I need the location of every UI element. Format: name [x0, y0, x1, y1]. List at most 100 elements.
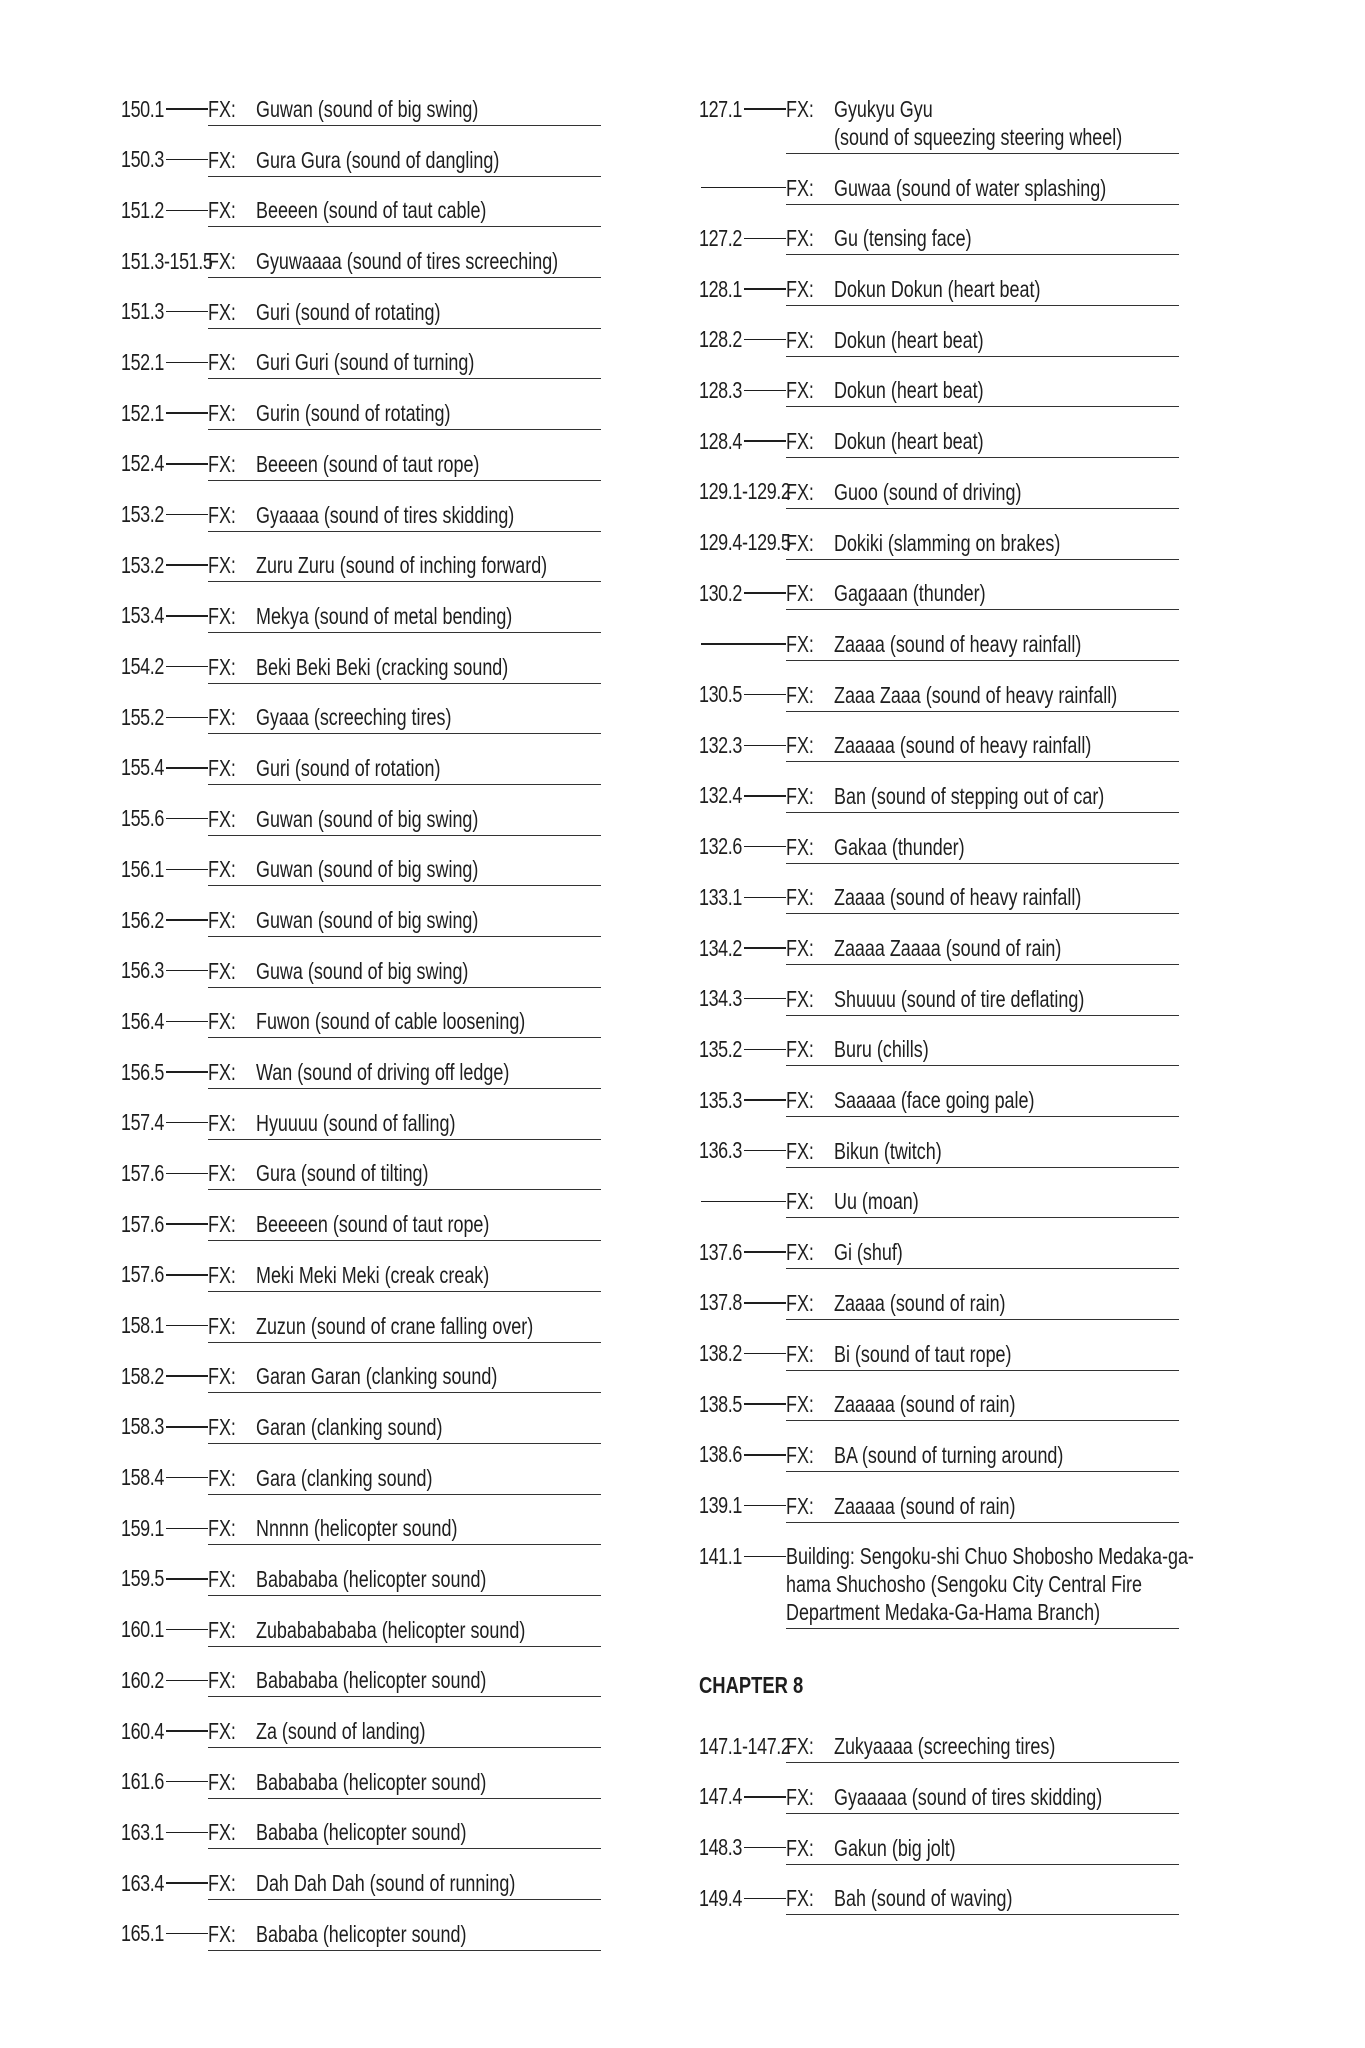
left-column: 150.1 FX: Guwan (sound of big swing) 150.3 F… [121, 95, 601, 1970]
entry-body: FX: Bah (sound of waving) [786, 1884, 1179, 1916]
leader-dash [165, 665, 208, 668]
fx-entry: 158.3 FX: Garan (clanking sound) [121, 1413, 601, 1444]
fx-description: Zuzun (sound of crane falling over) [256, 1312, 533, 1340]
description-line: Zuru Zuru (sound of inching forward) [256, 552, 548, 579]
page-panel-number: 153.2 [121, 551, 164, 578]
page-panel-number: 156.4 [121, 1007, 164, 1034]
fx-label: FX: [208, 400, 236, 427]
page-panel-number: 157.4 [121, 1109, 164, 1136]
entry-reference: 148.3 [699, 1834, 786, 1862]
fx-label: FX: [208, 96, 236, 122]
right-column: 127.1 FX: Gyukyu Gyu (sound of squeezing st… [699, 95, 1194, 1935]
leader-dash [165, 513, 208, 516]
fx-label: FX: [208, 146, 236, 173]
fx-label: FX: [208, 1008, 236, 1035]
entry-body: FX: Gakun (big jolt) [786, 1834, 1179, 1865]
leader-dash [701, 1200, 786, 1203]
fx-label: FX: [208, 1413, 236, 1440]
page-panel-number: 130.2 [699, 579, 742, 606]
fx-description: Wan (sound of driving off ledge) [256, 1058, 509, 1086]
entry-reference: 129.1-129.2 [699, 478, 791, 506]
fx-entry: 158.1 FX: Zuzun (sound of crane falling ov… [121, 1312, 601, 1343]
entry-reference: 163.4 [121, 1869, 208, 1897]
fx-entry: 129.4-129.5 FX: Dokiki (slamming on brakes… [699, 529, 1179, 560]
entry-body: FX: Babababa (helicopter sound) [208, 1666, 601, 1698]
leader-dash [743, 1150, 786, 1152]
page-panel-number: 158.1 [121, 1312, 164, 1338]
fx-entry: 139.1 FX: Zaaaaa (sound of rain) [699, 1492, 1179, 1523]
fx-description: Gyukyu Gyu (sound of squeezing steering w… [834, 95, 1122, 151]
fx-entry: 150.1 FX: Guwan (sound of big swing) [121, 95, 601, 126]
description-line: Guri (sound of rotating) [256, 298, 441, 325]
fx-entry: 149.4 FX: Bah (sound of waving) [699, 1884, 1179, 1916]
description-line: Gyukyu Gyu [834, 96, 933, 122]
entry-body: Building: Sengoku-shi Chuo Shobosho Meda… [786, 1542, 1194, 1630]
entry-body: FX: Guri (sound of rotating) [208, 298, 601, 329]
page-panel-number: 147.4 [699, 1783, 742, 1810]
entry-body: FX: Zuzun (sound of crane falling over) [208, 1312, 601, 1343]
description-line: Department Medaka-Ga-Hama Branch) [786, 1599, 1101, 1626]
description-line: Gyuwaaaa (sound of tires screeching) [256, 248, 559, 275]
leader-dash [165, 209, 208, 212]
entry-body: FX: Gura (sound of tilting) [208, 1159, 601, 1191]
leader-dash [743, 1796, 786, 1798]
page-panel-number: 151.2 [121, 196, 164, 223]
entry-body: FX: Beki Beki Beki (cracking sound) [208, 653, 601, 684]
fx-description: Gura (sound of tilting) [256, 1159, 429, 1187]
leader-dash [165, 969, 208, 972]
description-line: Garan Garan (clanking sound) [256, 1363, 498, 1390]
fx-entry: 151.2 FX: Beeeen (sound of taut cable) [121, 196, 601, 228]
fx-label: FX: [786, 478, 814, 505]
description-line: Dokun Dokun (heart beat) [834, 276, 1041, 303]
fx-description: Zaaaaa (sound of rain) [834, 1492, 1016, 1520]
entry-reference: 128.2 [699, 326, 786, 354]
fx-entry: 147.4 FX: Gyaaaaa (sound of tires skidding… [699, 1783, 1179, 1814]
entry-reference: 157.6 [121, 1159, 208, 1187]
entry-reference: 134.3 [699, 985, 786, 1013]
page-panel-number: 132.4 [699, 782, 742, 809]
description-line: Zaaaa Zaaaa (sound of rain) [834, 935, 1062, 961]
fx-description: Bababa (helicopter sound) [256, 1818, 466, 1846]
description-line: Zaaaaa (sound of rain) [834, 1492, 1016, 1519]
fx-label: FX: [786, 782, 814, 809]
page-panel-number: 165.1 [121, 1920, 164, 1947]
entry-body: FX: Dokun (heart beat) [786, 376, 1179, 408]
leader-dash [165, 1426, 208, 1428]
fx-entry: FX: Uu (moan) [699, 1187, 1179, 1219]
entry-body: FX: Guri (sound of rotation) [208, 754, 601, 785]
entry-reference: 153.2 [121, 551, 208, 579]
page-panel-number: 155.6 [121, 805, 164, 832]
entry-reference: 127.1 [699, 95, 786, 123]
fx-entry: 160.4 FX: Za (sound of landing) [121, 1717, 601, 1748]
description-line: Zuzun (sound of crane falling over) [256, 1312, 534, 1339]
fx-label: FX: [786, 884, 814, 911]
description-line: Zubababababa (helicopter sound) [256, 1616, 526, 1643]
fx-description: Zaaaa (sound of heavy rainfall) [834, 630, 1081, 658]
fx-label: FX: [786, 580, 814, 607]
description-line: Guwan (sound of big swing) [256, 96, 479, 122]
page-panel-number: 163.4 [121, 1869, 164, 1896]
fx-description: Dokun Dokun (heart beat) [834, 275, 1040, 303]
leader-dash [165, 361, 208, 364]
entry-body: FX: Garan Garan (clanking sound) [208, 1362, 601, 1394]
page-panel-number: 129.1-129.2 [699, 478, 791, 505]
fx-description: Saaaaa (face going pale) [834, 1086, 1034, 1114]
entry-reference: 152.4 [121, 450, 208, 478]
fx-entry: 157.6 FX: Gura (sound of tilting) [121, 1159, 601, 1191]
entry-reference: 160.4 [121, 1717, 208, 1745]
fx-description: Fuwon (sound of cable loosening) [256, 1007, 525, 1035]
description-line: Hyuuuu (sound of falling) [256, 1109, 456, 1136]
fx-description: Uu (moan) [834, 1187, 919, 1215]
entry-body: FX: Babababa (helicopter sound) [208, 1768, 601, 1799]
entry-body: FX: Gu (tensing face) [786, 224, 1179, 256]
fx-label: FX: [208, 1870, 236, 1897]
fx-label: FX: [786, 833, 814, 860]
fx-description: Zubababababa (helicopter sound) [256, 1616, 525, 1644]
leader-dash [165, 1274, 208, 1276]
fx-entry: 156.4 FX: Fuwon (sound of cable loosening) [121, 1007, 601, 1039]
entry-body: FX: Zaaaaa (sound of rain) [786, 1492, 1179, 1523]
page-panel-number: 135.2 [699, 1035, 742, 1062]
fx-entry: 155.6 FX: Guwan (sound of big swing) [121, 805, 601, 836]
fx-label: FX: [786, 225, 814, 252]
entry-reference: 156.2 [121, 906, 208, 934]
